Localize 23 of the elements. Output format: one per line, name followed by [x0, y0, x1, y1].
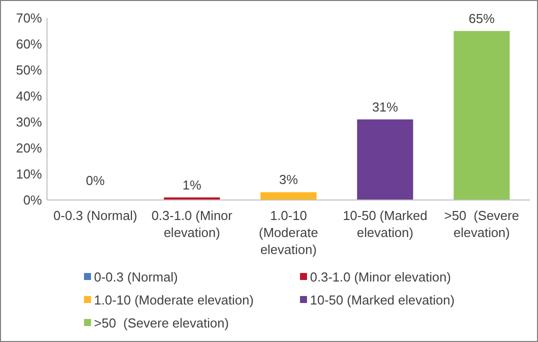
- data-label: 65%: [468, 11, 496, 26]
- x-tick-label: 0.3-1.0 (Minor elevation): [151, 208, 234, 240]
- legend-label: 10-50 (Marked elevation): [310, 292, 455, 308]
- legend-label: 0.3-1.0 (Minor elevation): [310, 270, 451, 285]
- x-tick-label: 1.0-10 (Moderate elevation): [258, 208, 318, 257]
- x-tick-label: 10-50 (Marked elevation): [342, 208, 428, 240]
- y-tick-label: 60%: [16, 36, 42, 52]
- legend-label: 0-0.3 (Normal): [94, 270, 178, 285]
- data-label: 31%: [372, 99, 399, 114]
- y-tick-label: 20%: [16, 140, 42, 156]
- data-label: 0%: [86, 173, 106, 188]
- x-tick-label: 0-0.3 (Normal): [53, 208, 138, 223]
- data-label: 3%: [279, 172, 298, 188]
- data-label: 1%: [182, 177, 202, 192]
- y-tick-label: 10%: [16, 166, 42, 182]
- legend-label: 1.0-10 (Moderate elevation): [94, 292, 254, 308]
- y-tick-label: 50%: [16, 62, 42, 78]
- y-tick-label: 40%: [16, 88, 42, 104]
- x-tick-label: >50 (Severe elevation): [444, 208, 520, 240]
- legend-label: >50 (Severe elevation): [94, 316, 229, 331]
- y-tick-label: 70%: [16, 10, 42, 26]
- y-tick-label: 0%: [23, 192, 42, 208]
- y-tick-label: 30%: [16, 114, 42, 130]
